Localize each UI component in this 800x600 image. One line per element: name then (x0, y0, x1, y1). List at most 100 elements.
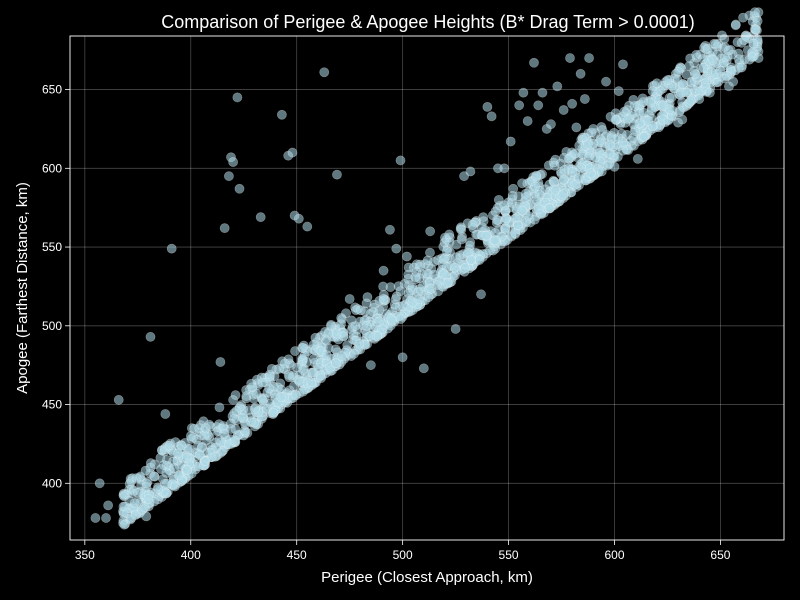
x-tick-label: 550 (499, 548, 519, 562)
data-point (274, 363, 285, 374)
data-point (613, 133, 624, 144)
data-point (374, 316, 385, 327)
data-point (499, 163, 510, 174)
data-point (450, 324, 461, 334)
data-point (141, 511, 152, 522)
y-tick-label: 450 (42, 398, 62, 412)
data-point (704, 87, 715, 98)
data-point (153, 484, 164, 494)
data-point (738, 12, 748, 23)
data-point (395, 155, 406, 166)
data-point (575, 68, 586, 79)
data-point (459, 171, 469, 182)
data-point (444, 229, 455, 240)
data-point (658, 114, 668, 125)
data-point (164, 440, 175, 451)
data-point (231, 406, 242, 416)
data-point (549, 176, 560, 187)
data-point (129, 498, 140, 509)
data-point (486, 111, 497, 122)
x-tick-label: 650 (710, 548, 730, 562)
data-point (531, 170, 542, 181)
data-points (90, 7, 764, 530)
data-point (378, 265, 389, 276)
data-point (316, 373, 326, 384)
data-point (677, 114, 688, 125)
data-point (145, 331, 156, 342)
x-tick-label: 350 (75, 548, 95, 562)
data-point (139, 502, 150, 512)
data-point (576, 162, 586, 173)
data-point (449, 262, 460, 273)
data-point (697, 54, 708, 64)
data-point (629, 101, 640, 111)
data-point (489, 235, 500, 246)
y-axis-label: Apogee (Farthest Distance, km) (14, 182, 31, 394)
data-point (456, 224, 467, 235)
data-point (240, 419, 251, 430)
data-point (410, 272, 421, 282)
data-point (441, 246, 452, 256)
data-point (474, 255, 485, 265)
data-point (247, 382, 258, 393)
data-point (694, 94, 705, 104)
data-point (456, 234, 467, 245)
data-point (173, 470, 184, 481)
data-point (321, 350, 332, 361)
data-point (460, 262, 470, 273)
data-point (559, 165, 570, 175)
data-point (517, 205, 528, 216)
data-point (739, 35, 750, 46)
x-tick-label: 600 (604, 548, 624, 562)
data-point (268, 407, 279, 418)
data-point (573, 173, 584, 183)
data-point (349, 348, 359, 359)
y-tick-label: 650 (42, 83, 62, 97)
data-point (601, 76, 611, 87)
data-point (570, 148, 581, 159)
data-point (733, 54, 744, 65)
data-point (387, 315, 398, 326)
data-point (332, 169, 342, 180)
data-point (119, 519, 130, 530)
data-point (319, 67, 330, 78)
data-point (500, 213, 511, 224)
data-point (632, 153, 643, 164)
data-point (385, 224, 395, 235)
data-point (149, 459, 160, 470)
data-point (565, 53, 575, 63)
data-point (685, 95, 696, 106)
data-point (728, 76, 739, 87)
data-point (160, 409, 171, 419)
data-point (224, 171, 234, 182)
data-point (414, 294, 424, 305)
data-point (484, 245, 495, 256)
data-point (298, 342, 308, 353)
data-point (232, 92, 243, 103)
data-point (588, 124, 599, 134)
data-point (185, 431, 196, 441)
data-point (545, 203, 555, 214)
data-point (594, 147, 605, 158)
data-point (467, 220, 478, 230)
data-point (215, 357, 226, 367)
data-point (101, 513, 111, 523)
data-point (564, 153, 574, 164)
data-point (283, 369, 294, 380)
data-point (355, 305, 366, 316)
data-point (582, 139, 593, 150)
data-point (292, 362, 303, 373)
data-point (546, 119, 556, 130)
data-point (176, 440, 187, 451)
data-point (579, 94, 590, 104)
data-point (719, 73, 730, 84)
data-point (618, 59, 628, 70)
data-point (156, 464, 166, 475)
data-point (533, 100, 544, 111)
data-point (639, 131, 650, 142)
data-point (331, 358, 341, 369)
data-point (476, 289, 486, 300)
y-tick-label: 600 (42, 161, 62, 175)
